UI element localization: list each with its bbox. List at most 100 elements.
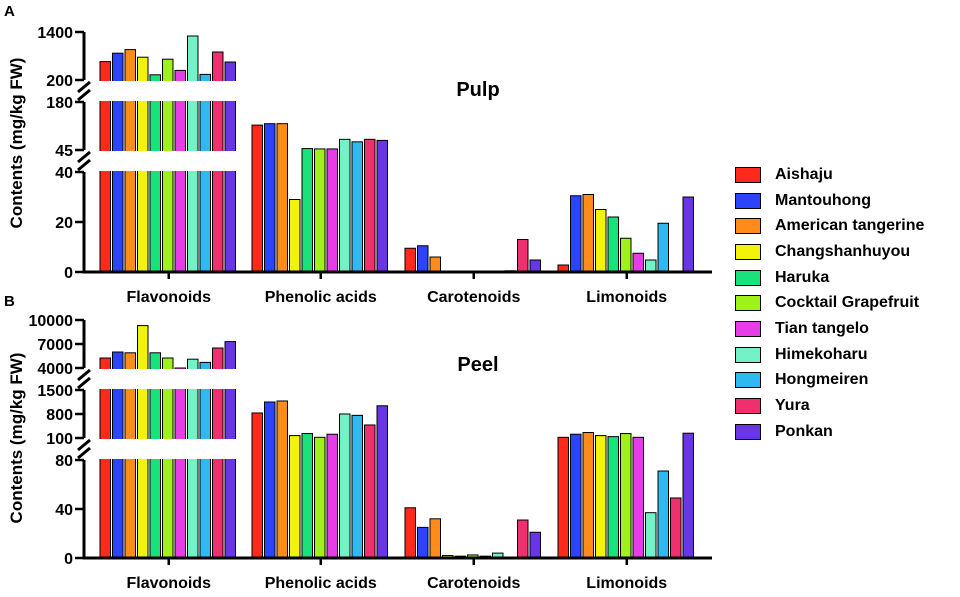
bar-peel-limonoids-tian-tangelo [632,436,644,559]
legend-item-aishaju: Aishaju [735,162,955,188]
legend-swatch [735,243,761,260]
legend-label: Cocktail Grapefruit [775,294,920,312]
bar-pulp-carotenoids-ponkan [529,259,541,273]
x-tick-label-phenolic-acids: Phenolic acids [265,289,377,306]
bar-pulp-phenolic-acids-mantouhong [264,123,276,273]
bar-peel-carotenoids-yura [517,519,529,559]
bar-pulp-phenolic-acids-cocktail-grapefruit [314,148,326,273]
legend-label: Yura [775,397,810,415]
bar-peel-carotenoids-ponkan [529,531,541,559]
legend-item-cocktail-grapefruit: Cocktail Grapefruit [735,290,955,316]
panel-label: B [4,293,15,310]
x-tick-label-carotenoids: Carotenoids [427,289,520,306]
bar-pulp-carotenoids-american-tangerine [429,256,441,273]
legend-item-ponkan: Ponkan [735,419,955,445]
bar-pulp-carotenoids-yura [517,239,529,273]
y-tick-label: 1400 [37,25,73,42]
bar-pulp-limonoids-american-tangerine [582,194,594,273]
bar-pulp-carotenoids-mantouhong [417,245,429,273]
y-tick-label: 800 [46,407,73,424]
legend-swatch [735,398,761,415]
panel-label: A [4,3,15,20]
legend-swatch [735,372,761,389]
axis-break-gap [86,151,241,171]
axis-break-mark [77,368,91,382]
chart-panel-peel: B Peel Contents (mg/kg FW) 0 40 80 100 800 1500 4… [4,293,712,592]
x-tick-label-limonoids: Limonoids [586,575,667,592]
legend-label: Tian tangelo [775,319,869,337]
bar-peel-flavonoids-tian-tangelo [174,367,186,559]
bar-peel-limonoids-mantouhong [570,433,582,559]
axis-break-gap [86,439,241,459]
axis-break-gap [86,369,241,389]
bar-peel-phenolic-acids-yura [364,424,376,559]
bar-peel-phenolic-acids-ponkan [376,405,388,559]
bar-peel-phenolic-acids-himekoharu [339,413,351,559]
chart-title: Pulp [456,79,499,101]
legend-swatch [735,192,761,209]
bar-peel-carotenoids-mantouhong [417,526,429,559]
x-tick-label-limonoids: Limonoids [586,289,667,306]
legend-label: Changshanhuyou [775,242,911,260]
y-tick-label: 40 [55,165,73,182]
bar-peel-carotenoids-aishaju [404,507,416,559]
bar-pulp-limonoids-cocktail-grapefruit [620,237,632,273]
legend-swatch [735,166,761,183]
y-tick-label: 0 [64,265,73,282]
bar-peel-phenolic-acids-american-tangerine [276,400,288,559]
bar-pulp-phenolic-acids-aishaju [251,124,263,273]
legend-label: Mantouhong [775,191,871,209]
y-tick-label: 100 [46,431,73,448]
bar-peel-limonoids-ponkan [682,432,694,559]
bar-peel-phenolic-acids-hongmeiren [351,414,363,559]
x-tick-label-carotenoids: Carotenoids [427,575,520,592]
bar-peel-limonoids-yura [670,497,682,559]
bar-peel-limonoids-haruka [607,436,619,559]
legend-label: American tangerine [775,217,925,235]
x-tick-label-flavonoids: Flavonoids [127,289,212,306]
legend-label: Ponkan [775,422,833,440]
axis-break-mark [77,438,91,452]
legend-swatch [735,295,761,312]
bar-peel-phenolic-acids-tian-tangelo [326,433,338,559]
legend-swatch [735,346,761,363]
bar-peel-limonoids-cocktail-grapefruit [620,433,632,559]
y-tick-label: 20 [55,215,73,232]
legend-label: Haruka [775,268,830,286]
y-tick-label: 80 [55,453,73,470]
chart-panel-pulp: A Pulp Contents (mg/kg FW) 0 20 40 45 180 200 140… [4,3,712,306]
bar-peel-phenolic-acids-aishaju [251,412,263,559]
bar-peel-limonoids-aishaju [557,436,569,559]
bar-pulp-limonoids-mantouhong [570,195,582,273]
legend-label: Aishaju [775,165,833,183]
bar-peel-limonoids-himekoharu [645,512,657,559]
bar-pulp-phenolic-acids-american-tangerine [276,123,288,273]
bar-pulp-phenolic-acids-haruka [301,148,313,273]
bar-peel-phenolic-acids-changshanhuyou [289,435,301,559]
legend-item-yura: Yura [735,393,955,419]
legend-swatch [735,423,761,440]
bar-pulp-phenolic-acids-yura [364,138,376,273]
legend-label: Hongmeiren [775,371,869,389]
y-tick-label: 10000 [29,313,74,330]
bar-pulp-limonoids-ponkan [682,196,694,273]
y-tick-label: 40 [55,502,73,519]
bar-peel-flavonoids-hongmeiren [199,361,211,559]
chart-title: Peel [457,354,498,376]
bar-pulp-phenolic-acids-ponkan [376,139,388,273]
y-axis-label: Contents (mg/kg FW) [7,58,26,229]
y-tick-label: 200 [46,73,73,90]
legend-item-american-tangerine: American tangerine [735,213,955,239]
bar-pulp-carotenoids-aishaju [404,247,416,273]
bar-pulp-limonoids-hongmeiren [657,222,669,273]
legend-swatch [735,320,761,337]
bar-peel-phenolic-acids-cocktail-grapefruit [314,436,326,559]
legend: Aishaju Mantouhong American tangerine Chang… [735,162,955,445]
y-axis-label: Contents (mg/kg FW) [7,353,26,524]
bar-pulp-phenolic-acids-hongmeiren [351,141,363,273]
bar-pulp-flavonoids-hongmeiren [199,73,211,273]
axis-break-mark [77,376,91,390]
bar-pulp-flavonoids-haruka [149,74,161,273]
legend-item-changshanhuyou: Changshanhuyou [735,239,955,265]
